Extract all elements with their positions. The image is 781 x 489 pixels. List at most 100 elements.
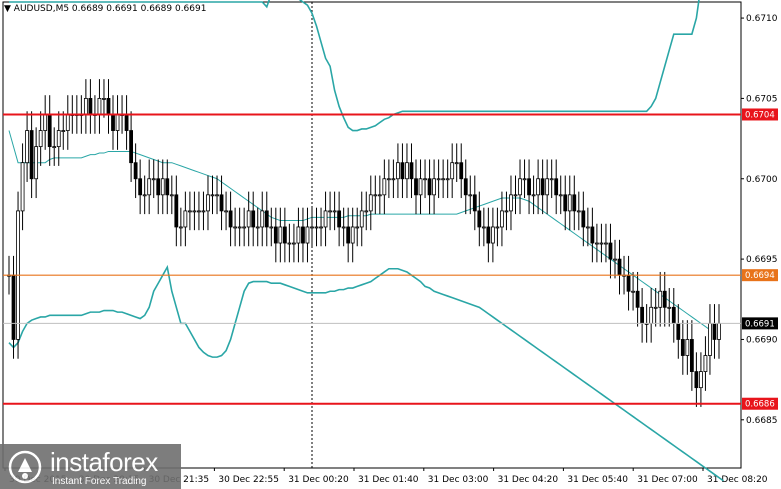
candle-body [278,226,283,244]
candle-body [61,130,66,132]
candle-body [292,242,296,245]
candle-body [472,194,477,212]
candle-body [88,98,93,115]
candle-body [192,210,197,213]
candle-body [617,258,622,276]
candle-body [242,226,247,229]
candle-body [527,178,531,196]
candle-body [174,194,179,228]
candle-body [576,210,581,213]
candle-body [355,226,360,229]
candle-body [169,194,174,197]
broker-logo: instaforex Instant Forex Trading [0,444,181,489]
x-tick-label: 31 Dec 05:40 [567,475,628,485]
candle-body [640,306,645,324]
candle-body [111,114,115,131]
candle-body [649,306,654,324]
level-badge [742,397,778,410]
candle-body [43,114,48,131]
candle-body [694,371,699,389]
candle-body [29,130,34,180]
candle-body [423,178,427,181]
candle-body [405,162,409,180]
candle-body [671,306,676,324]
logo-main-text: instaforex [50,447,158,477]
candle-body [138,178,143,196]
candle-body [522,178,527,181]
candle-body [386,178,391,181]
y-tick-label: 0.6710 [746,14,778,24]
candle-body [613,258,617,261]
lower-band-line [8,264,724,482]
candle-body [197,210,201,213]
candle-body [631,290,635,293]
collapse-arrow-icon[interactable]: ▼ [4,4,11,14]
x-tick-label: 31 Dec 03:00 [428,475,489,485]
candle-body [400,162,405,180]
candle-body [38,130,43,148]
candle-body [373,194,378,197]
candle-body [504,210,509,213]
candle-body [427,178,432,196]
candle-body [536,178,541,196]
candle-body [273,226,278,244]
candle-body [689,339,694,372]
candle-body [106,98,111,115]
plot-frame [2,1,742,469]
candle-body [509,194,513,212]
candle-body [178,226,183,229]
candle-body [165,178,170,196]
x-tick-label: 31 Dec 00:20 [288,475,349,485]
x-tick-label: 31 Dec 04:20 [498,475,559,485]
candle-body [703,355,708,372]
candle-body [486,226,491,244]
candle-body [396,162,400,180]
candle-body [414,178,418,196]
candle-body [337,210,342,228]
candle-body [608,242,613,260]
candle-body [590,226,595,244]
current-price-badge [742,317,778,330]
candle-body [224,210,228,213]
candle-body [450,162,455,180]
candle-body [680,339,685,356]
level-badge-label: 0.6694 [745,271,775,281]
candle-body [563,194,568,212]
candle-body [296,226,301,244]
candle-body [445,178,450,181]
candle-body [545,178,550,196]
candle-body [233,226,238,229]
candle-body [382,178,387,196]
candle-body [215,194,219,197]
candle-body [151,178,156,181]
candle-body [310,226,314,229]
candle-body [490,226,495,244]
candle-body [282,226,287,244]
candle-body [25,130,29,164]
candle-body [477,210,482,228]
candle-body [160,178,165,196]
candle-body [549,178,554,181]
candle-body [314,226,319,229]
candle-body [500,210,504,228]
instaforex-logo-icon [8,450,42,484]
candle-body [11,274,16,340]
candle-body [210,194,215,197]
y-tick-label: 0.6685 [746,416,778,426]
candle-body [558,194,563,197]
candle-body [436,178,441,181]
candle-body [183,210,188,228]
candle-body [264,210,269,228]
y-tick-label: 0.6705 [746,94,778,104]
candle-body [364,210,369,213]
candle-body [206,194,210,212]
candle-body [251,210,256,228]
candle-body [319,226,323,229]
candle-body [47,114,52,148]
candle-body [459,162,464,180]
candle-body [567,194,572,212]
candle-body [667,306,672,309]
candle-body [468,194,473,197]
candle-body [255,226,260,229]
